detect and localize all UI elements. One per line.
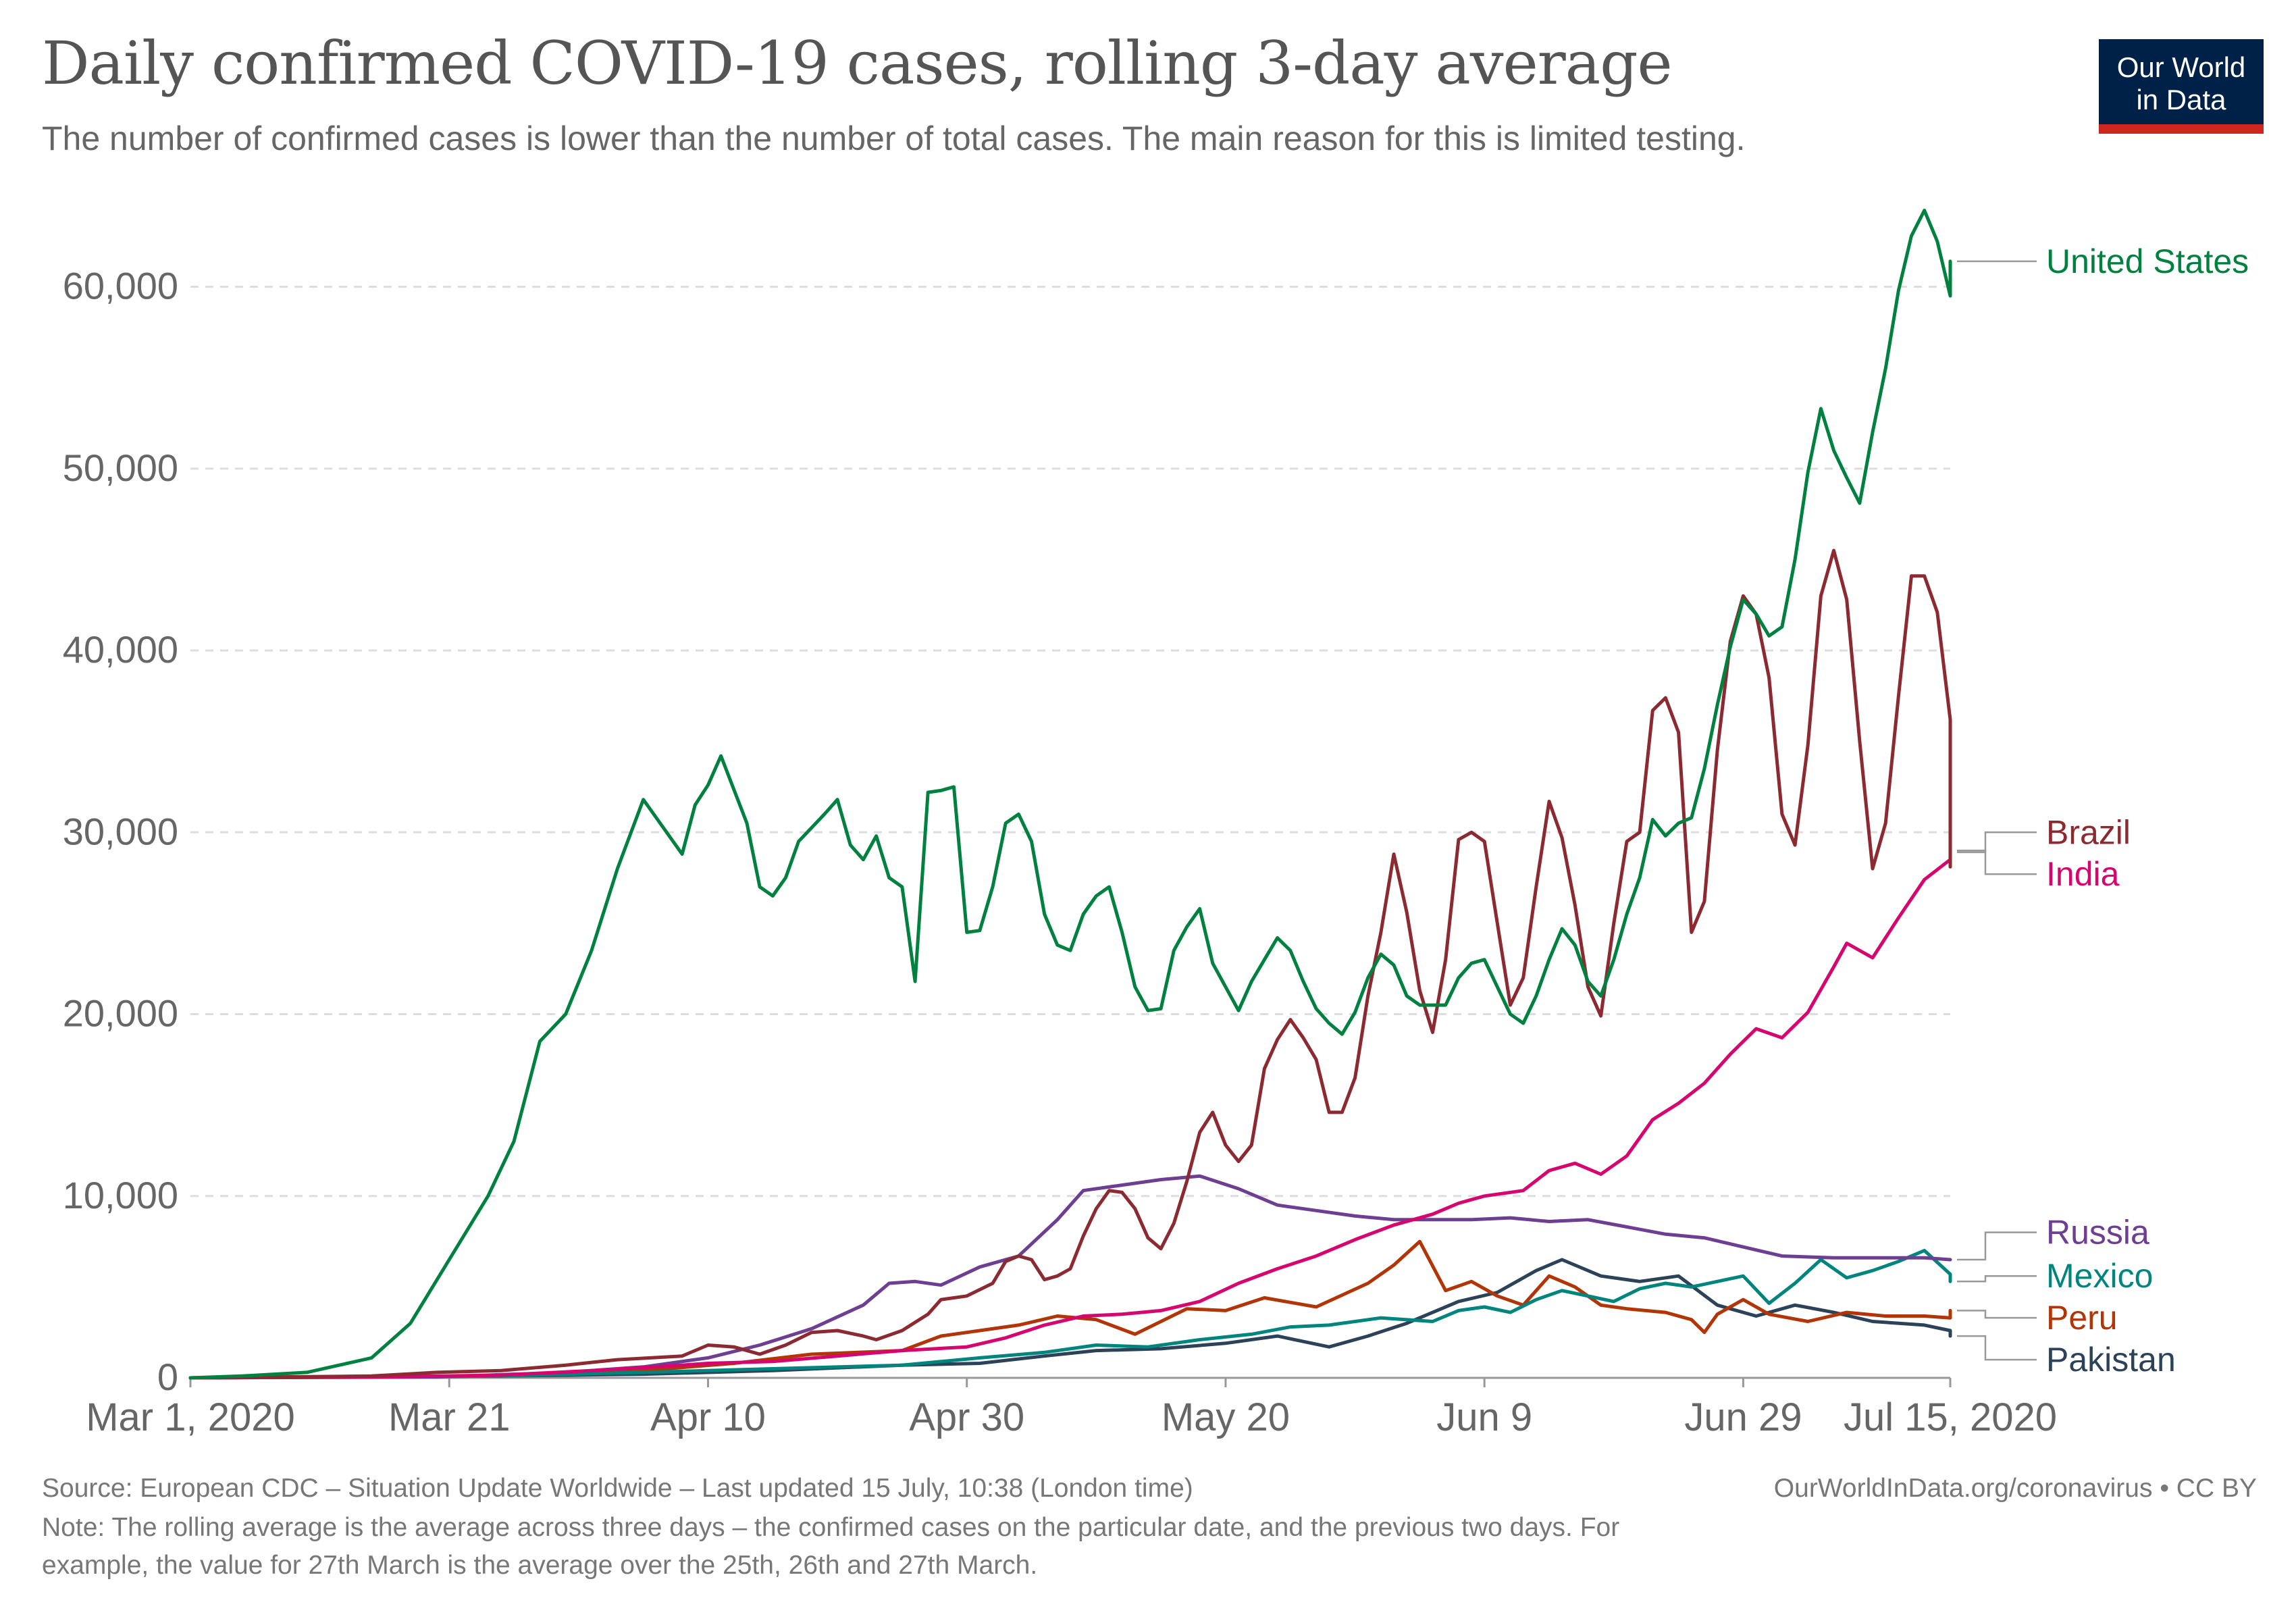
x-tick-label: Apr 30: [909, 1395, 1024, 1439]
y-tick-label: 40,000: [63, 628, 178, 671]
logo-line-1: Our World: [2116, 51, 2246, 83]
label-connector: [1957, 1231, 2037, 1261]
footer-note-line-1: Note: The rolling average is the average…: [42, 1513, 1620, 1542]
chart-subtitle: The number of confirmed cases is lower t…: [42, 120, 1746, 157]
label-connector: [1957, 831, 2037, 854]
x-tick-label: Jul 15, 2020: [1844, 1395, 2057, 1439]
series-label-russia[interactable]: Russia: [2046, 1214, 2149, 1252]
series-label-pakistan[interactable]: Pakistan: [2046, 1341, 2176, 1379]
x-tick-label: Mar 21: [388, 1395, 511, 1439]
series-line-pakistan[interactable]: [188, 1258, 1952, 1380]
logo-line-2: in Data: [2136, 84, 2226, 115]
footer-source: Source: European CDC – Situation Update …: [42, 1474, 1193, 1503]
series-label-brazil[interactable]: Brazil: [2046, 813, 2131, 851]
series-line-mexico[interactable]: [188, 1249, 1952, 1380]
label-connector: [1957, 1335, 2037, 1361]
footer-url[interactable]: OurWorldInData.org/coronavirus • CC BY: [1773, 1474, 2257, 1503]
y-tick-label: 30,000: [63, 810, 178, 852]
y-tick-label: 20,000: [63, 992, 178, 1035]
series-label-peru[interactable]: Peru: [2046, 1299, 2118, 1337]
y-tick-label: 60,000: [63, 265, 178, 307]
chart-title: Daily confirmed COVID-19 cases, rolling …: [42, 28, 1673, 98]
x-tick-label: Jun 9: [1436, 1395, 1532, 1439]
series-label-india[interactable]: India: [2046, 855, 2120, 893]
series-line-russia[interactable]: [188, 1174, 1952, 1380]
y-tick-label: 10,000: [63, 1174, 178, 1216]
owid-logo[interactable]: Our World in Data: [2099, 39, 2264, 134]
x-tick-label: Apr 10: [650, 1395, 766, 1439]
x-tick-label: Mar 1, 2020: [86, 1395, 295, 1439]
x-tick-label: Jun 29: [1684, 1395, 1802, 1439]
series-line-united-states[interactable]: [188, 209, 1952, 1380]
label-connector: [1957, 849, 2037, 875]
x-tick-label: May 20: [1162, 1395, 1290, 1439]
series-line-india[interactable]: [188, 848, 1952, 1380]
label-connector: [1957, 1310, 2037, 1319]
series-line-brazil[interactable]: [188, 548, 1952, 1380]
footer-note-line-2: example, the value for 27th March is the…: [42, 1551, 1038, 1580]
series-line-peru[interactable]: [188, 1239, 1952, 1380]
label-connector: [1957, 1275, 2037, 1283]
series-label-mexico[interactable]: Mexico: [2046, 1257, 2153, 1295]
series-label-united-states[interactable]: United States: [2046, 242, 2249, 280]
y-tick-label: 50,000: [63, 446, 178, 489]
y-tick-label: 0: [157, 1356, 178, 1398]
